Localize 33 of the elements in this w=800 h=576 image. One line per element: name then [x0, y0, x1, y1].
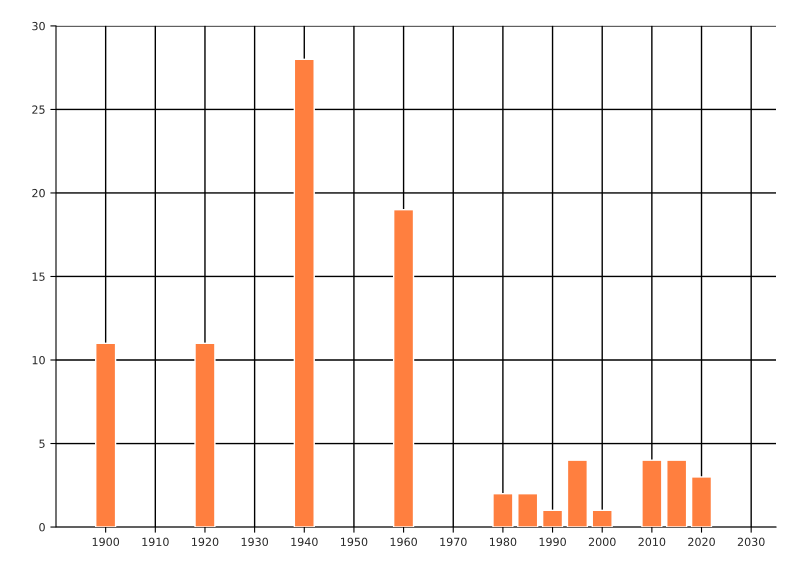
bar [194, 342, 216, 528]
x-tick-label: 1920 [192, 538, 218, 546]
bar [542, 510, 564, 528]
x-tick-label: 1910 [142, 538, 169, 546]
bar [641, 460, 662, 528]
x-tick-label: 1940 [291, 538, 318, 546]
x-tick-label: 1930 [242, 538, 268, 546]
bar [690, 476, 712, 528]
y-tick-label: 10 [32, 356, 45, 364]
x-tick-label: 2020 [688, 538, 715, 546]
y-tick-label: 15 [32, 272, 45, 281]
bar [666, 460, 688, 528]
bar [95, 342, 116, 528]
x-tick-label: 1970 [440, 538, 467, 546]
bar [592, 510, 613, 528]
x-tick-label: 1980 [490, 538, 516, 546]
x-tick-label: 2030 [738, 538, 765, 546]
x-tick-label: 1950 [341, 538, 368, 546]
x-tick-label: 1900 [92, 538, 120, 546]
y-tick-label: 0 [39, 523, 45, 532]
x-tick-label: 1960 [390, 538, 417, 546]
x-tick-label: 2010 [638, 538, 666, 546]
x-tick-label: 1990 [540, 538, 566, 546]
y-tick-label: 5 [39, 440, 45, 448]
y-tick-label: 20 [32, 188, 45, 198]
bar [566, 460, 588, 528]
y-tick-label: 30 [32, 22, 45, 30]
bar [392, 208, 414, 528]
bar [492, 492, 514, 528]
bar [294, 58, 315, 528]
bar [517, 492, 538, 528]
x-tick-label: 2000 [588, 538, 616, 546]
y-tick-label: 25 [32, 105, 45, 114]
